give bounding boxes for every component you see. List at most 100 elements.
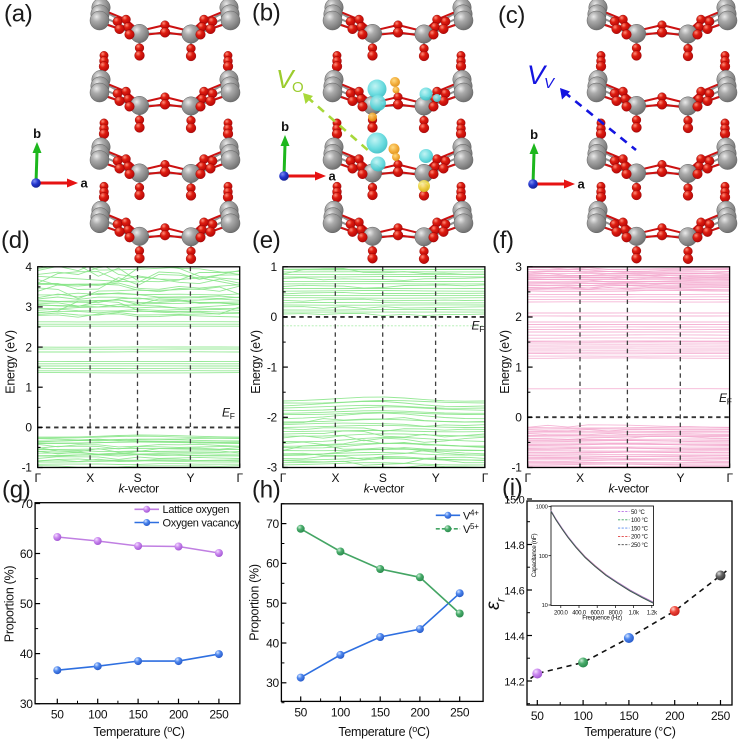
svg-text:100: 100 (88, 708, 108, 722)
svg-text:S: S (134, 471, 142, 485)
svg-text:Γ: Γ (524, 471, 531, 485)
svg-text:1000: 1000 (536, 505, 548, 511)
svg-text:Temperature (oC): Temperature (oC) (93, 724, 184, 739)
svg-text:b: b (530, 127, 538, 142)
svg-text:Γ: Γ (726, 471, 733, 485)
svg-text:Proportion (%): Proportion (%) (3, 566, 17, 643)
svg-text:250: 250 (450, 705, 470, 719)
svg-text:250: 250 (711, 709, 731, 723)
svg-text:800.0: 800.0 (609, 611, 623, 617)
svg-text:Oxygen vacancy: Oxygen vacancy (163, 517, 241, 529)
svg-text:EF: EF (472, 319, 485, 335)
svg-text:150: 150 (371, 705, 391, 719)
svg-text:50: 50 (20, 597, 33, 611)
svg-text:X: X (331, 471, 339, 485)
svg-text:(f): (f) (492, 227, 514, 254)
svg-text:-1: -1 (512, 461, 523, 475)
svg-text:a: a (81, 176, 89, 191)
svg-text:b: b (33, 126, 41, 141)
svg-text:14.2: 14.2 (504, 676, 524, 688)
svg-text:14.8: 14.8 (504, 540, 524, 552)
svg-text:X: X (576, 471, 584, 485)
svg-text:600.0: 600.0 (590, 611, 604, 617)
svg-text:2: 2 (515, 310, 522, 324)
svg-text:X: X (86, 471, 94, 485)
svg-text:Energy (eV): Energy (eV) (249, 330, 263, 394)
svg-text:100 °C: 100 °C (631, 518, 649, 524)
svg-text:(b): (b) (252, 0, 280, 27)
svg-text:(d): (d) (1, 227, 29, 254)
svg-text:4: 4 (25, 260, 32, 274)
svg-text:150: 150 (619, 709, 639, 723)
svg-text:1.2k: 1.2k (647, 611, 658, 617)
svg-text:50: 50 (51, 708, 64, 722)
svg-text:30: 30 (20, 697, 33, 711)
svg-text:(g): (g) (2, 477, 30, 504)
svg-text:k-vector: k-vector (119, 482, 160, 496)
svg-text:0: 0 (271, 310, 278, 324)
svg-text:15.0: 15.0 (504, 494, 524, 506)
svg-text:Frequence (Hz): Frequence (Hz) (582, 615, 622, 622)
svg-text:Γ: Γ (280, 471, 287, 485)
svg-text:100: 100 (331, 705, 351, 719)
svg-text:100: 100 (574, 709, 594, 723)
svg-text:EF: EF (222, 406, 235, 422)
svg-text:-2: -2 (267, 411, 278, 425)
svg-text:-1: -1 (22, 461, 33, 475)
svg-text:1: 1 (515, 360, 522, 374)
svg-text:150: 150 (129, 708, 149, 722)
svg-text:100: 100 (539, 554, 548, 560)
svg-text:-3: -3 (267, 461, 278, 475)
svg-text:Energy (eV): Energy (eV) (498, 330, 512, 394)
svg-text:200: 200 (169, 708, 189, 722)
svg-text:b: b (281, 119, 289, 134)
svg-text:3: 3 (25, 300, 32, 314)
svg-text:(a): (a) (4, 1, 32, 28)
svg-text:a: a (578, 177, 586, 192)
svg-text:400.0: 400.0 (572, 611, 586, 617)
svg-text:a: a (329, 169, 337, 184)
svg-text:50: 50 (294, 705, 307, 719)
svg-text:1: 1 (25, 380, 32, 394)
svg-text:50: 50 (531, 709, 544, 723)
svg-text:Γ: Γ (482, 471, 489, 485)
svg-text:250: 250 (209, 708, 229, 722)
svg-text:S: S (379, 471, 387, 485)
svg-text:S: S (624, 471, 632, 485)
svg-text:40: 40 (20, 647, 33, 661)
svg-text:3: 3 (515, 260, 522, 274)
svg-text:V: V (527, 60, 548, 90)
svg-text:(c): (c) (498, 2, 525, 29)
svg-text:60: 60 (266, 557, 279, 571)
svg-text:Y: Y (432, 471, 440, 485)
svg-text:Capacitance (nF): Capacitance (nF) (531, 534, 538, 578)
svg-text:2: 2 (25, 340, 32, 354)
svg-text:Proportion (%): Proportion (%) (248, 564, 262, 641)
svg-text:k-vector: k-vector (364, 482, 405, 496)
svg-text:O: O (292, 79, 303, 96)
svg-text:Temperature (°C): Temperature (°C) (584, 725, 675, 739)
svg-text:k-vector: k-vector (608, 482, 649, 496)
svg-text:200: 200 (665, 709, 685, 723)
svg-text:70: 70 (266, 517, 279, 531)
svg-text:200 °C: 200 °C (631, 535, 649, 541)
svg-text:40: 40 (266, 636, 279, 650)
svg-text:(h): (h) (252, 477, 280, 504)
svg-text:14.6: 14.6 (504, 585, 524, 597)
svg-text:14.4: 14.4 (504, 631, 524, 643)
svg-text:1: 1 (271, 260, 278, 274)
svg-text:Y: Y (676, 471, 684, 485)
svg-text:V: V (276, 64, 296, 94)
svg-text:Energy (eV): Energy (eV) (4, 330, 18, 394)
svg-text:Y: Y (187, 471, 195, 485)
svg-text:(i): (i) (502, 475, 522, 502)
svg-text:-1: -1 (267, 360, 278, 374)
svg-text:0: 0 (515, 411, 522, 425)
svg-text:Γ: Γ (35, 471, 42, 485)
svg-text:150 °C: 150 °C (631, 526, 649, 532)
svg-text:Lattice oxygen: Lattice oxygen (163, 504, 230, 516)
svg-text:70: 70 (20, 497, 33, 511)
svg-text:EF: EF (719, 391, 732, 407)
svg-text:30: 30 (266, 676, 279, 690)
svg-text:Temperature (oC): Temperature (oC) (338, 724, 429, 739)
